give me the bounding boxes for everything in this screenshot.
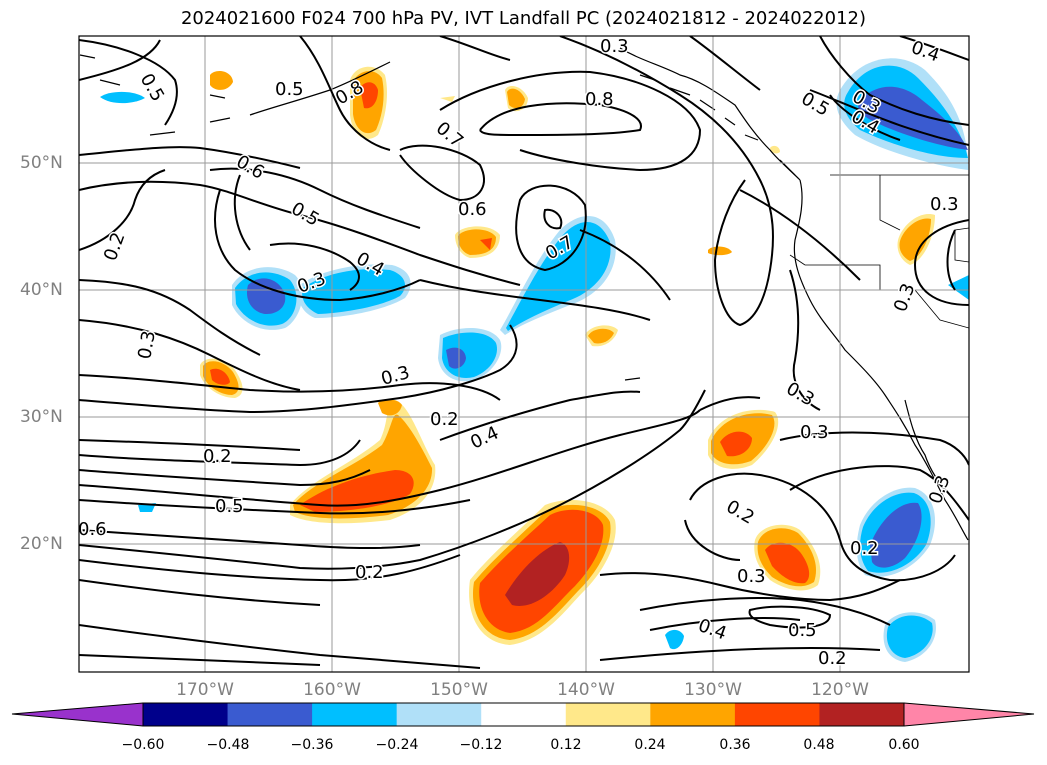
contour-label: 0.2: [850, 538, 879, 559]
colorbar-tick: −0.12: [459, 737, 503, 753]
colorbar-segment: [312, 703, 398, 726]
lon-label-140w: 140°W: [557, 680, 615, 700]
colorbar-tick: 0.60: [888, 737, 920, 753]
lon-label-130w: 130°W: [684, 680, 742, 700]
lat-label-50n: 50°N: [20, 153, 63, 173]
colorbar-segment: [227, 703, 313, 726]
colorbar-segment: [819, 703, 905, 726]
contour-label: 0.2: [355, 562, 384, 583]
map-panel: 0.5 0.80.70.80.60.50.40.30.20.30.30.20.60…: [78, 36, 969, 672]
contour-label: 0.2: [818, 648, 847, 669]
map-title: 2024021600 F024 700 hPa PV, IVT Landfall…: [180, 8, 867, 29]
colorbar-segment: [143, 703, 229, 726]
contour-label: 0.6: [78, 519, 107, 540]
contour-label: 0.3: [930, 194, 959, 215]
lon-label-160w: 160°W: [303, 680, 361, 700]
contour-label: 0.3: [800, 422, 829, 443]
colorbar-tick: −0.48: [206, 737, 250, 753]
coastlines: [79, 47, 969, 541]
colorbar-left-extend: [12, 703, 143, 726]
lat-label-40n: 40°N: [20, 280, 63, 300]
colorbar-tick: 0.36: [719, 737, 751, 753]
positive-anomaly-fills: [200, 66, 935, 645]
colorbar-tick: −0.36: [290, 737, 334, 753]
lon-label-120w: 120°W: [811, 680, 869, 700]
contour-label: 0.6: [458, 199, 487, 220]
colorbar-segment: [481, 703, 567, 726]
colorbar-tick: 0.24: [634, 737, 666, 753]
contour-label: 0.3: [600, 36, 629, 57]
lon-label-170w: 170°W: [176, 680, 234, 700]
negative-anomaly-fills: [100, 58, 969, 662]
contour-label: 0.5: [275, 79, 304, 100]
contour-label: 0.2: [203, 446, 232, 467]
colorbar-tick: −0.24: [375, 737, 419, 753]
colorbar: [11, 702, 1035, 727]
lat-label-30n: 30°N: [20, 407, 63, 427]
lon-label-150w: 150°W: [430, 680, 488, 700]
colorbar-segment: [396, 703, 482, 726]
gridlines: [79, 36, 969, 672]
colorbar-tick: 0.48: [803, 737, 835, 753]
contour-label: 0.5: [215, 496, 244, 517]
colorbar-tick: −0.60: [121, 737, 165, 753]
lat-label-20n: 20°N: [20, 534, 63, 554]
contour-label: 0.3: [737, 566, 766, 587]
map-frame: [78, 35, 970, 673]
colorbar-right-extend: [904, 703, 1034, 726]
colorbar-segment: [734, 703, 820, 726]
contour-label: 0.8: [585, 89, 614, 110]
contour-label: 0.2: [430, 409, 459, 430]
colorbar-segment: [650, 703, 736, 726]
contour-label: 0.5: [788, 620, 817, 641]
political-borders: [789, 174, 969, 329]
pv-contours: [79, 36, 969, 669]
colorbar-segment: [565, 703, 651, 726]
colorbar-tick: 0.12: [550, 737, 582, 753]
